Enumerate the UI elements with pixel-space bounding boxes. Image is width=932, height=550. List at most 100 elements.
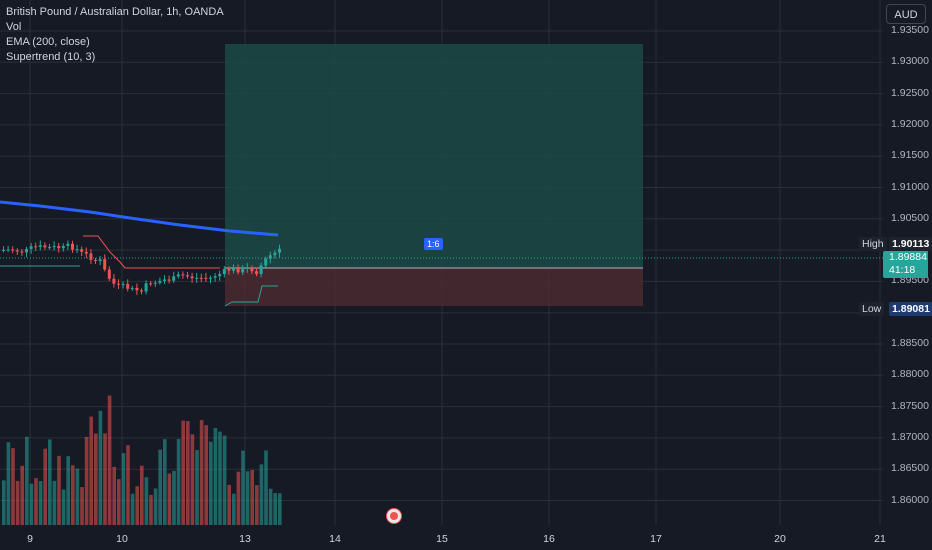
volume-bar — [232, 493, 236, 525]
candle — [11, 249, 15, 251]
volume-bar — [15, 480, 20, 525]
tradingview-logo-icon[interactable] — [386, 508, 402, 524]
price-axis-label: 1.87500 — [891, 399, 929, 412]
candle — [25, 248, 28, 253]
candle — [2, 249, 5, 251]
candle — [149, 283, 153, 285]
chart-legend: British Pound / Australian Dollar, 1h, O… — [6, 5, 224, 65]
volume-bar — [11, 448, 15, 525]
volume-bar — [218, 431, 222, 525]
countdown-timer: 41:18 — [889, 264, 916, 276]
candle — [75, 249, 79, 251]
risk-reward-label[interactable]: 1:6 — [424, 238, 443, 250]
low-label: Low — [859, 302, 885, 316]
volume-bar — [107, 395, 112, 525]
volume-bar — [34, 478, 38, 525]
candle — [232, 268, 235, 271]
volume-bar — [43, 448, 47, 525]
candle — [121, 283, 125, 285]
price-axis-label: 1.93500 — [891, 24, 929, 36]
ema-line — [0, 200, 279, 237]
time-axis-label: 13 — [239, 533, 251, 545]
symbol-title[interactable]: British Pound / Australian Dollar, 1h, O… — [6, 6, 224, 18]
candle — [48, 247, 51, 249]
candle — [255, 271, 258, 274]
time-axis-label: 14 — [329, 533, 341, 545]
price-axis-label: 1.90500 — [891, 211, 929, 224]
time-axis-label: 16 — [543, 533, 555, 545]
time-axis-label: 15 — [436, 533, 448, 545]
volume-bar — [158, 449, 162, 525]
volume-bar — [94, 433, 98, 525]
price-axis-label: 1.92500 — [891, 86, 929, 99]
volume-bar — [172, 470, 176, 525]
volume-bar — [130, 493, 135, 525]
candle — [236, 268, 240, 273]
candle — [186, 275, 189, 277]
time-axis-label: 17 — [650, 533, 662, 545]
volume-bar — [80, 487, 84, 525]
candle — [126, 283, 130, 289]
volume-bar — [167, 473, 172, 525]
volume-bar — [38, 481, 43, 525]
volume-bar — [98, 410, 103, 525]
high-value: 1.90113 — [889, 237, 932, 251]
high-label: High — [859, 237, 887, 251]
candle — [213, 276, 217, 278]
candle — [15, 250, 19, 252]
candle — [6, 249, 10, 251]
candle — [61, 245, 65, 249]
volume-bar — [204, 425, 208, 525]
candle — [181, 274, 185, 276]
volume-bar — [126, 445, 130, 525]
volume-bar — [264, 450, 268, 525]
supertrend-down — [83, 235, 220, 269]
candle — [43, 245, 47, 248]
candle — [29, 246, 33, 249]
volume-bar — [135, 486, 139, 525]
time-axis-label: 20 — [774, 533, 786, 545]
price-axis-label: 1.91000 — [891, 180, 929, 193]
candle — [153, 282, 157, 284]
profit-zone[interactable] — [225, 44, 643, 268]
volume-bar — [273, 493, 277, 525]
candle — [112, 278, 116, 284]
volume-bar — [84, 436, 89, 525]
candle — [241, 269, 245, 273]
volume-bar — [190, 434, 195, 525]
candle — [167, 279, 171, 281]
supertrend-indicator-label[interactable]: Supertrend (10, 3) — [6, 51, 96, 63]
candle — [103, 259, 107, 270]
volume-bar — [20, 465, 24, 525]
volume-bar — [163, 439, 167, 525]
volume-bar — [29, 483, 34, 525]
candle — [264, 258, 268, 266]
loss-zone[interactable] — [225, 268, 643, 306]
price-axis-label: 1.92000 — [891, 117, 929, 130]
candle — [84, 251, 88, 254]
volume-bar — [61, 489, 66, 525]
currency-button[interactable]: AUD — [886, 4, 926, 24]
volume-bar — [181, 420, 185, 525]
volume-bar — [103, 433, 107, 525]
candle — [34, 246, 38, 248]
volume-bar — [241, 450, 245, 525]
candle — [140, 290, 143, 292]
volume-bar — [89, 416, 93, 525]
candle — [195, 277, 199, 279]
time-axis-label: 21 — [874, 533, 886, 545]
price-axis-label: 1.88500 — [891, 337, 929, 349]
volume-bar — [6, 442, 11, 525]
low-value: 1.89081 — [889, 302, 932, 316]
volume-bar — [176, 438, 181, 525]
candle — [158, 280, 162, 283]
vol-indicator-label[interactable]: Vol — [6, 21, 22, 33]
volume-bar — [153, 488, 158, 525]
current-price-tag: 1.89884 41:18 — [883, 251, 928, 278]
candle — [268, 255, 272, 259]
volume-bar — [66, 456, 70, 525]
volume-bar — [75, 468, 80, 525]
candle — [245, 267, 249, 270]
ema-indicator-label[interactable]: EMA (200, close) — [6, 36, 90, 48]
